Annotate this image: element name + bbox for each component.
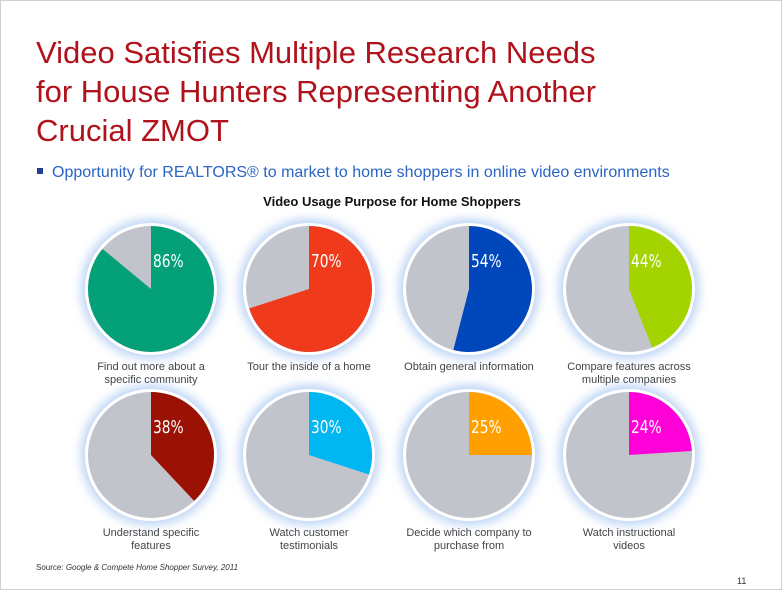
pie-value-slice — [249, 226, 372, 352]
pie-percent-label: 86% — [153, 251, 184, 272]
pie-caption-line: features — [131, 540, 171, 552]
pie-caption: Watch customer testimonials — [229, 527, 389, 555]
pie-wrap: 25% — [401, 387, 537, 523]
pie-percent-label: 24% — [631, 417, 662, 438]
title-line-2: for House Hunters Representing Another — [36, 74, 597, 109]
bullet-item: Opportunity for REALTORS® to market to h… — [37, 162, 757, 184]
pie-value-slice — [309, 392, 373, 475]
pie-caption-line: Watch customer — [269, 527, 349, 539]
pie-value-slice — [469, 392, 532, 455]
pie-caption: Obtain general information — [389, 361, 549, 389]
pie-percent-label: 44% — [631, 251, 662, 272]
pie-caption-line: Watch instructional — [582, 527, 676, 539]
pie-percent-label: 25% — [471, 417, 502, 438]
pie-percent-label: 54% — [471, 251, 502, 272]
pie-svg — [566, 392, 692, 518]
pie-wrap: 38% — [83, 387, 219, 523]
pie-caption-line: Obtain general information — [404, 361, 534, 373]
pie-chart: 25% Decide which company to purchase from — [389, 387, 549, 555]
pie-value-slice — [453, 226, 533, 352]
pie-svg — [406, 392, 532, 518]
pie-wrap: 44% — [561, 221, 697, 357]
slide-title: Video Satisfies Multiple Research Needs … — [36, 33, 756, 150]
pie-caption-line: testimonials — [279, 540, 339, 552]
pie-caption: Compare features across multiple companie… — [549, 361, 709, 389]
bullet-square-icon — [37, 167, 43, 174]
pie-chart: 38% Understand specific features — [71, 387, 231, 555]
pie-svg — [246, 392, 373, 518]
pie-wrap: 54% — [401, 221, 537, 357]
pie-caption: Watch instructional videos — [549, 527, 709, 555]
pie-chart: 44% Compare features across multiple compa… — [549, 221, 709, 389]
pie-svg — [88, 226, 215, 352]
pie-caption-line: multiple companies — [581, 374, 677, 386]
pie-caption-line: Compare features across — [567, 361, 691, 373]
pie-chart: 86% Find out more about a specific communi… — [71, 221, 231, 389]
pie-chart: 70% Tour the inside of a home — [229, 221, 389, 389]
pie-wrap: 86% — [83, 221, 219, 357]
pie-value-slice — [629, 226, 693, 348]
pie-chart: 24% Watch instructional videos — [549, 387, 709, 555]
pie-value-slice — [629, 392, 692, 455]
pie-caption-line: videos — [613, 540, 645, 552]
pie-percent-label: 38% — [153, 417, 184, 438]
pie-wrap: 24% — [561, 387, 697, 523]
pie-caption: Understand specific features — [71, 527, 231, 555]
pie-caption-line: Find out more about a — [97, 361, 205, 373]
pie-svg — [246, 226, 372, 352]
pie-chart: 54% Obtain general information — [389, 221, 549, 389]
title-line-1: Video Satisfies Multiple Research Needs — [36, 35, 596, 70]
pie-chart: 30% Watch customer testimonials — [229, 387, 389, 555]
page-number: 11 — [737, 576, 747, 586]
bullet-text: Opportunity for REALTORS® to market to h… — [52, 164, 670, 181]
pie-caption-line: Tour the inside of a home — [247, 361, 371, 373]
pie-caption: Tour the inside of a home — [229, 361, 389, 389]
pie-wrap: 70% — [241, 221, 377, 357]
pie-value-slice — [88, 226, 215, 352]
source-note: Source: Google & Compete Home Shopper Su… — [36, 563, 238, 572]
pie-caption-line: purchase from — [433, 540, 505, 552]
pie-svg — [566, 226, 693, 352]
source-label: Source: — [36, 563, 64, 572]
pie-caption-line: specific community — [104, 374, 198, 386]
pie-percent-label: 70% — [311, 251, 342, 272]
title-line-3: Crucial ZMOT — [36, 113, 229, 148]
source-text: Google & Compete Home Shopper Survey, 20… — [65, 563, 239, 572]
pie-svg — [406, 226, 533, 352]
pie-caption-line: Decide which company to — [406, 527, 532, 539]
pie-caption: Decide which company to purchase from — [389, 527, 549, 555]
pie-svg — [88, 392, 215, 518]
pie-value-slice — [151, 392, 215, 501]
pie-caption-line: Understand specific — [102, 527, 200, 539]
pie-caption: Find out more about a specific community — [71, 361, 231, 389]
pie-wrap: 30% — [241, 387, 377, 523]
pie-percent-label: 30% — [311, 417, 342, 438]
chart-title: Video Usage Purpose for Home Shoppers — [263, 194, 521, 209]
